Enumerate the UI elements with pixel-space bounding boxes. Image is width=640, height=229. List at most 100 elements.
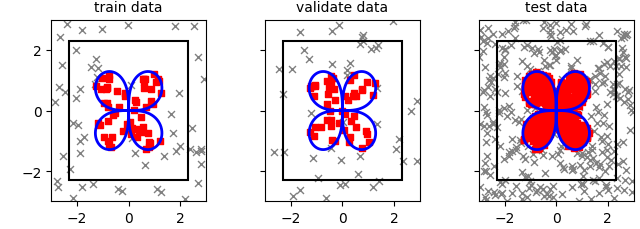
Point — [489, 164, 499, 168]
Point — [579, 84, 589, 87]
Point — [152, 187, 162, 191]
Point — [547, 93, 557, 96]
Point — [145, 142, 155, 145]
Point — [523, 174, 533, 178]
Point — [529, 126, 539, 130]
Point — [621, 57, 631, 60]
Point — [49, 101, 60, 104]
Point — [560, 117, 570, 120]
Point — [125, 121, 135, 125]
Point — [533, 115, 543, 119]
Point — [546, 81, 556, 85]
Point — [553, 102, 563, 106]
Point — [563, 133, 573, 136]
Point — [129, 109, 140, 112]
Point — [139, 81, 149, 85]
Point — [566, 95, 577, 99]
Point — [532, 138, 542, 142]
Point — [540, 120, 550, 124]
Point — [595, 72, 605, 76]
Point — [512, 85, 522, 88]
Point — [532, 82, 543, 86]
Point — [579, 84, 589, 88]
Point — [555, 50, 565, 53]
Point — [554, 123, 564, 127]
Point — [598, 81, 609, 85]
Point — [566, 128, 577, 131]
Point — [527, 123, 537, 127]
Point — [520, 89, 531, 93]
Point — [495, 180, 505, 184]
Point — [535, 95, 545, 99]
Point — [580, 90, 591, 93]
Bar — [497, 42, 616, 180]
Point — [540, 102, 550, 106]
Point — [573, 100, 583, 104]
Point — [550, 102, 560, 106]
Point — [540, 75, 550, 79]
Point — [136, 115, 146, 119]
Point — [93, 122, 104, 125]
Point — [580, 137, 591, 140]
Point — [65, 167, 76, 171]
Point — [577, 95, 587, 99]
Point — [562, 84, 572, 87]
Point — [577, 91, 588, 95]
Point — [547, 108, 557, 112]
Point — [171, 150, 181, 153]
Point — [527, 76, 538, 79]
Point — [595, 166, 605, 169]
Point — [562, 90, 572, 94]
Point — [547, 154, 557, 158]
Point — [557, 83, 567, 87]
Point — [511, 149, 522, 152]
Point — [594, 176, 604, 180]
Point — [344, 141, 355, 144]
Point — [569, 113, 579, 117]
Point — [495, 144, 505, 148]
Point — [130, 151, 140, 155]
Point — [340, 94, 351, 98]
Point — [521, 84, 531, 88]
Point — [574, 145, 584, 149]
Point — [520, 96, 531, 100]
Point — [603, 143, 613, 147]
Point — [625, 129, 635, 132]
Point — [560, 123, 570, 127]
Point — [193, 56, 204, 59]
Point — [540, 96, 550, 100]
Point — [518, 154, 529, 158]
Point — [557, 117, 568, 121]
Point — [582, 134, 592, 138]
Point — [480, 195, 490, 199]
Point — [342, 69, 353, 73]
Point — [326, 125, 336, 129]
Point — [481, 111, 491, 114]
Point — [581, 131, 591, 134]
Point — [305, 111, 316, 115]
Point — [153, 78, 163, 82]
Point — [566, 136, 577, 140]
Point — [316, 126, 326, 130]
Point — [556, 82, 566, 85]
Point — [541, 103, 551, 107]
Point — [534, 72, 545, 76]
Point — [609, 60, 620, 64]
Point — [345, 62, 355, 66]
Point — [534, 147, 544, 151]
Point — [579, 190, 589, 194]
Point — [388, 20, 398, 24]
Point — [366, 48, 376, 52]
Point — [547, 50, 557, 54]
Point — [326, 63, 337, 66]
Point — [539, 113, 549, 117]
Point — [195, 149, 205, 153]
Point — [569, 146, 579, 150]
Point — [330, 139, 340, 143]
Point — [545, 64, 555, 67]
Point — [499, 76, 509, 80]
Point — [358, 34, 368, 38]
Point — [569, 71, 579, 75]
Point — [529, 99, 540, 102]
Point — [556, 103, 566, 107]
